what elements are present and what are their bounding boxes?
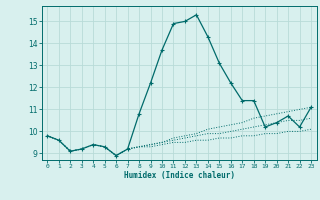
X-axis label: Humidex (Indice chaleur): Humidex (Indice chaleur)	[124, 171, 235, 180]
